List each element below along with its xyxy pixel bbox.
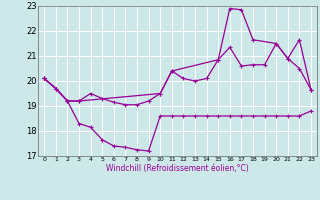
X-axis label: Windchill (Refroidissement éolien,°C): Windchill (Refroidissement éolien,°C) [106, 164, 249, 173]
